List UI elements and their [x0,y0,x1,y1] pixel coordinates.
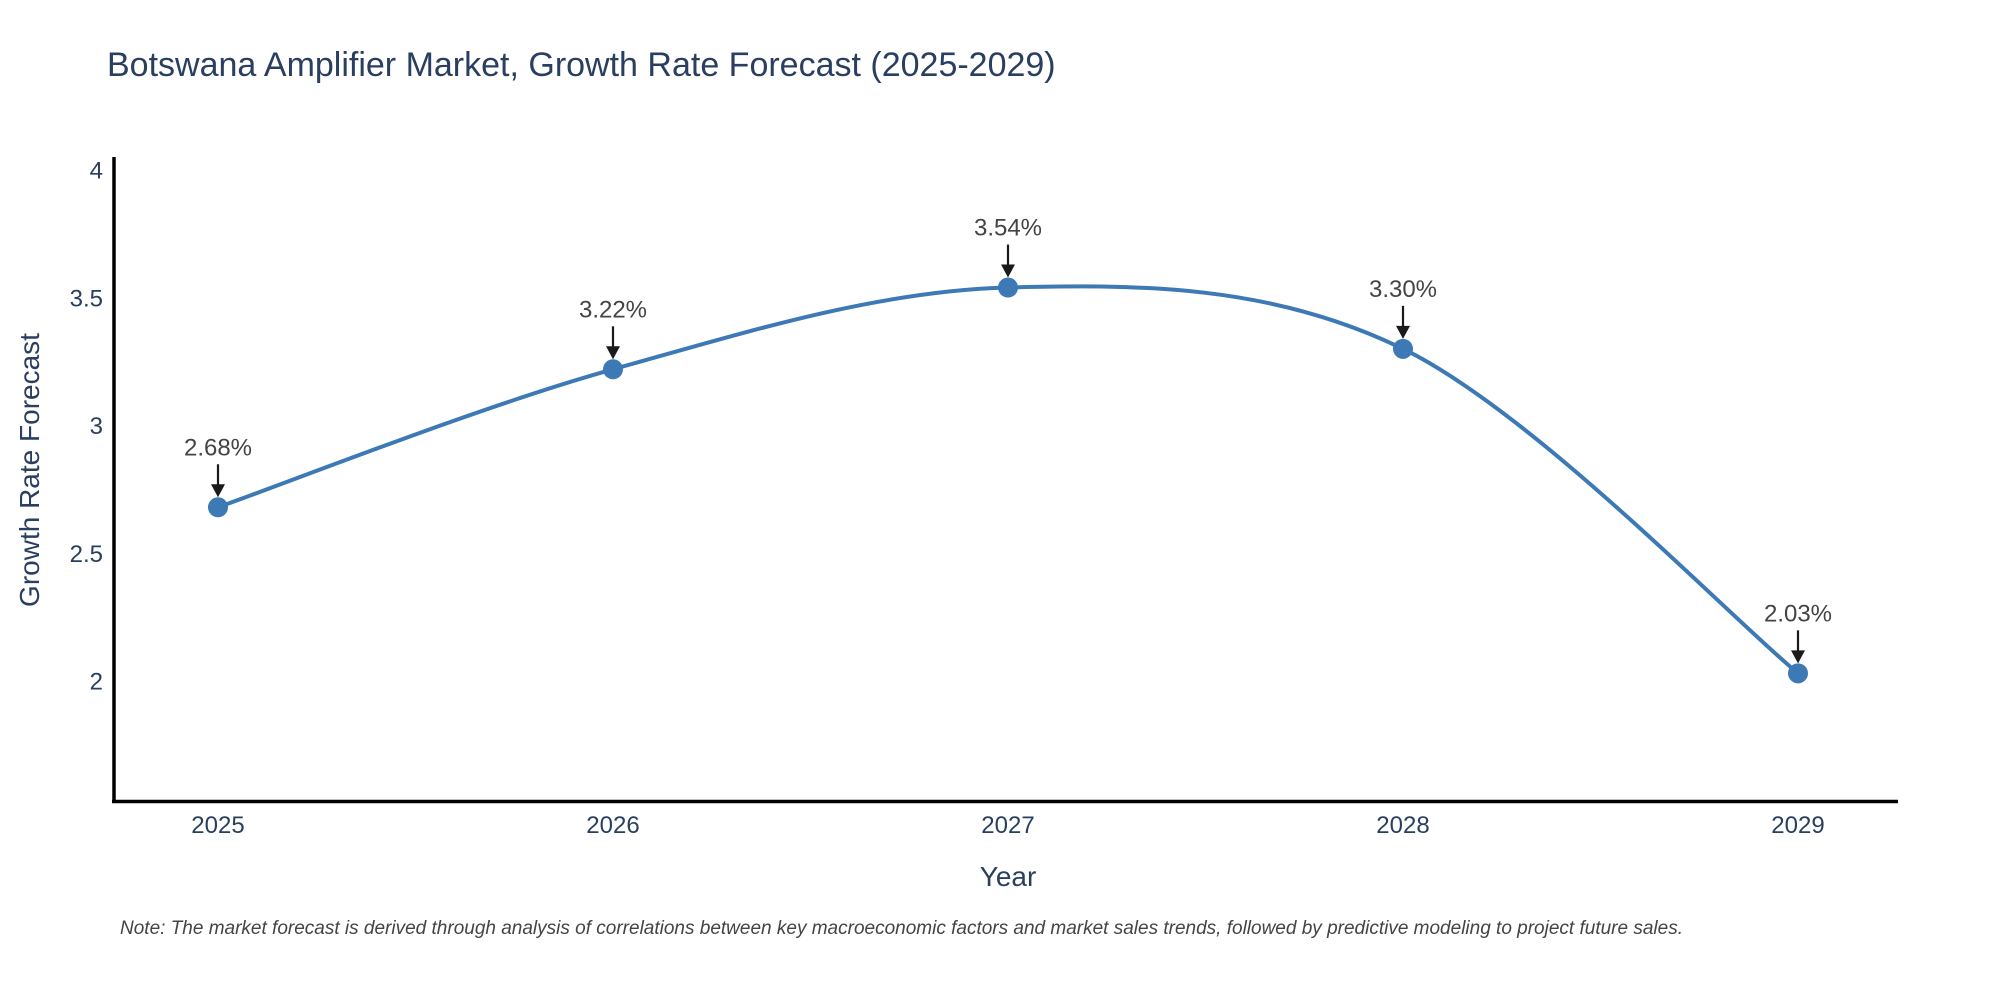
annotation-label-2028: 3.30% [1369,276,1437,303]
annotation-arrowhead-2028 [1396,325,1410,339]
data-point-2026[interactable] [603,359,623,380]
y-tick-label-2: 2 [90,669,103,696]
x-tick-label-2029: 2029 [1771,812,1824,839]
annotation-label-2029: 2.03% [1764,600,1832,627]
annotation-arrowhead-2027 [1001,264,1015,278]
x-tick-label-2025: 2025 [191,812,244,839]
annotation-label-2026: 3.22% [579,296,647,323]
annotation-label-2027: 3.54% [974,215,1042,242]
data-point-2028[interactable] [1393,338,1413,359]
x-tick-label-2026: 2026 [586,812,639,839]
data-point-2025[interactable] [208,497,228,518]
footnote: Note: The market forecast is derived thr… [120,918,1683,939]
data-point-2027[interactable] [998,277,1018,298]
chart-title: Botswana Amplifier Market, Growth Rate F… [107,46,1056,84]
y-tick-label-4: 4 [90,158,103,185]
x-axis-title: Year [979,861,1037,892]
annotation-arrowhead-2025 [211,484,225,498]
annotation-arrowhead-2026 [606,346,620,360]
annotation-arrowhead-2029 [1791,650,1805,664]
annotation-label-2025: 2.68% [184,434,252,461]
forecast-line[interactable] [217,284,1800,675]
x-tick-label-2028: 2028 [1376,812,1429,839]
y-tick-label-3: 3 [90,413,103,440]
x-tick-label-2027: 2027 [981,812,1034,839]
data-point-2029[interactable] [1788,663,1808,684]
y-tick-label-2.5: 2.5 [70,541,103,568]
y-tick-label-3.5: 3.5 [70,285,103,312]
